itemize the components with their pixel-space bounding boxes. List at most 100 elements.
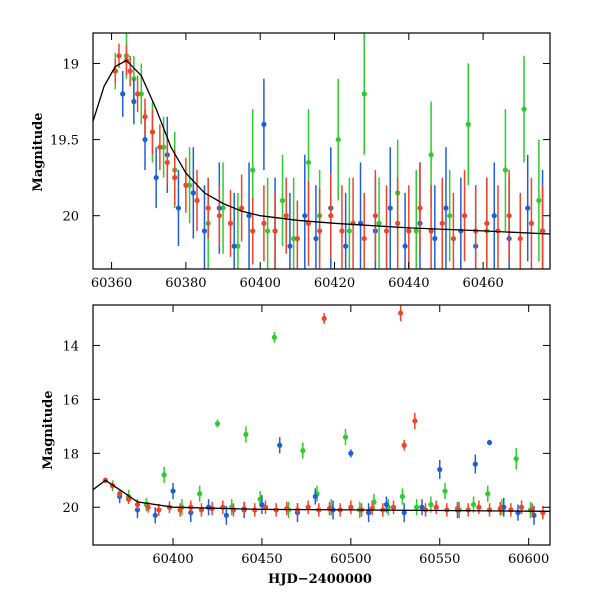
bottom-data-point bbox=[472, 461, 478, 467]
top-data-point bbox=[190, 190, 196, 196]
bottom-data-point bbox=[412, 418, 418, 424]
bottom-data-point bbox=[321, 315, 327, 322]
top-data-point bbox=[201, 228, 208, 234]
top-data-point bbox=[428, 152, 434, 158]
bottom-data-point bbox=[486, 439, 493, 446]
top-data-point bbox=[160, 144, 167, 150]
top-data-point bbox=[402, 243, 408, 249]
top-x-tick-label: 60460 bbox=[462, 276, 503, 291]
top-data-point bbox=[465, 121, 471, 127]
top-x-tick-label: 60400 bbox=[240, 276, 281, 291]
bottom-plot-area bbox=[93, 305, 550, 525]
bottom-data-point bbox=[252, 507, 258, 513]
bottom-data-point bbox=[117, 491, 123, 497]
top-model-curve bbox=[93, 59, 550, 235]
top-data-point bbox=[372, 213, 378, 219]
top-data-point bbox=[376, 220, 382, 226]
top-data-point bbox=[335, 136, 341, 143]
bottom-data-point bbox=[312, 493, 318, 500]
top-y-tick-label: 20 bbox=[62, 210, 79, 225]
bottom-data-point bbox=[125, 496, 132, 502]
top-data-point bbox=[525, 205, 531, 211]
bottom-data-point bbox=[152, 512, 158, 518]
top-y-tick-label: 19 bbox=[62, 57, 79, 72]
top-series-0 bbox=[112, 33, 542, 269]
top-data-point bbox=[387, 205, 393, 211]
top-data-point bbox=[417, 205, 423, 211]
bottom-data-point bbox=[428, 501, 434, 508]
top-data-point bbox=[216, 213, 222, 219]
bottom-data-point bbox=[390, 504, 397, 510]
bottom-data-point bbox=[277, 442, 283, 448]
top-data-point bbox=[383, 228, 390, 234]
top-data-point bbox=[539, 228, 546, 234]
top-y-axis-title: Magnitude bbox=[31, 112, 46, 191]
top-data-point bbox=[361, 235, 367, 242]
top-data-point bbox=[406, 228, 412, 234]
bottom-data-point bbox=[454, 505, 461, 512]
bottom-data-point bbox=[508, 507, 514, 513]
bottom-x-tick-label: 60500 bbox=[330, 552, 371, 567]
bottom-y-tick-label: 20 bbox=[62, 501, 79, 516]
top-data-point bbox=[450, 235, 456, 242]
top-data-point bbox=[272, 228, 278, 234]
top-series-1 bbox=[120, 71, 546, 269]
top-data-point bbox=[283, 213, 289, 219]
top-x-tick-label: 60420 bbox=[314, 276, 355, 291]
top-data-point bbox=[250, 167, 256, 173]
bottom-data-point bbox=[134, 501, 141, 508]
top-data-point bbox=[149, 129, 156, 135]
bottom-y-tick-label: 18 bbox=[62, 447, 79, 462]
top-data-point bbox=[164, 159, 170, 166]
top-data-point bbox=[328, 213, 334, 219]
bottom-data-point bbox=[214, 421, 221, 427]
top-data-point bbox=[439, 220, 445, 226]
bottom-data-point bbox=[497, 505, 503, 512]
bottom-data-point bbox=[305, 504, 311, 510]
bottom-panel: 60400 60450 60500 60550 60600 14 16 18 20 bbox=[62, 304, 551, 567]
top-data-point bbox=[302, 213, 308, 219]
bottom-data-point bbox=[243, 431, 249, 438]
top-data-point bbox=[413, 228, 419, 234]
top-x-tick-label: 60380 bbox=[165, 276, 206, 291]
top-data-point bbox=[502, 167, 509, 173]
top-data-point bbox=[239, 205, 245, 211]
bottom-data-point bbox=[414, 504, 420, 510]
top-data-point bbox=[305, 220, 312, 226]
bottom-data-point bbox=[513, 456, 519, 462]
top-data-point bbox=[395, 220, 401, 226]
top-data-point bbox=[305, 159, 312, 166]
bottom-data-point bbox=[348, 504, 354, 510]
bottom-data-point bbox=[433, 504, 439, 510]
bottom-data-point bbox=[262, 504, 269, 510]
bottom-data-point bbox=[465, 507, 471, 513]
top-x-tick-label: 60440 bbox=[388, 276, 429, 291]
bottom-data-point bbox=[401, 442, 407, 448]
top-plot-frame bbox=[92, 32, 551, 270]
bottom-series-2 bbox=[102, 305, 546, 520]
bottom-data-point bbox=[300, 448, 306, 454]
bottom-x-tick-label: 60450 bbox=[241, 552, 282, 567]
top-data-point bbox=[461, 213, 468, 219]
top-data-point bbox=[361, 91, 367, 97]
top-data-point bbox=[517, 235, 523, 242]
bottom-data-point bbox=[342, 434, 349, 440]
top-data-point bbox=[287, 243, 293, 249]
top-data-point bbox=[536, 197, 542, 204]
bottom-y-tick-label: 16 bbox=[62, 393, 79, 408]
top-data-point bbox=[261, 121, 267, 127]
top-data-point bbox=[343, 243, 349, 249]
top-data-point bbox=[172, 175, 178, 181]
bottom-x-axis-title: HJD−2400000 bbox=[268, 572, 372, 587]
top-data-point bbox=[120, 91, 126, 97]
top-panel: 60360 60380 60400 60420 60440 60460 19 19.5 20 bbox=[50, 32, 551, 291]
top-data-point bbox=[428, 228, 434, 234]
top-data-point bbox=[157, 144, 163, 150]
top-data-point bbox=[127, 68, 133, 74]
top-data-point bbox=[484, 220, 490, 226]
top-data-point bbox=[227, 220, 234, 226]
bottom-data-point bbox=[518, 504, 525, 510]
bottom-data-point bbox=[476, 504, 482, 510]
top-data-point bbox=[313, 235, 319, 242]
